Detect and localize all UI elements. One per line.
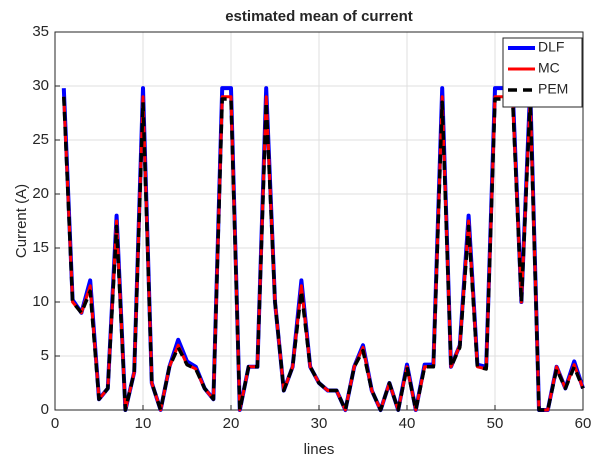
x-tick-label: 30 [311,415,328,432]
x-tick-label: 10 [135,415,152,432]
y-tick-label: 5 [41,347,49,364]
x-tick-label: 0 [51,415,59,432]
chart-title: estimated mean of current [225,8,413,25]
y-axis-label: Current (A) [13,184,30,258]
x-tick-label: 50 [487,415,504,432]
y-tick-label: 25 [32,131,49,148]
series-line [62,96,585,412]
x-tick-label: 20 [223,415,240,432]
y-tick-label: 15 [32,239,49,256]
legend-label: DLF [538,39,564,55]
legend-label: PEM [538,81,568,97]
legend-label: MC [538,60,560,76]
x-axis-label: lines [304,441,335,458]
x-tick-label: 40 [399,415,416,432]
y-tick-label: 0 [41,401,49,418]
axes-box [54,31,584,411]
y-tick-label: 35 [32,23,49,40]
y-tick-label: 30 [32,77,49,94]
x-tick-label: 60 [575,415,592,432]
y-tick-label: 10 [32,293,49,310]
y-tick-label: 20 [32,185,49,202]
